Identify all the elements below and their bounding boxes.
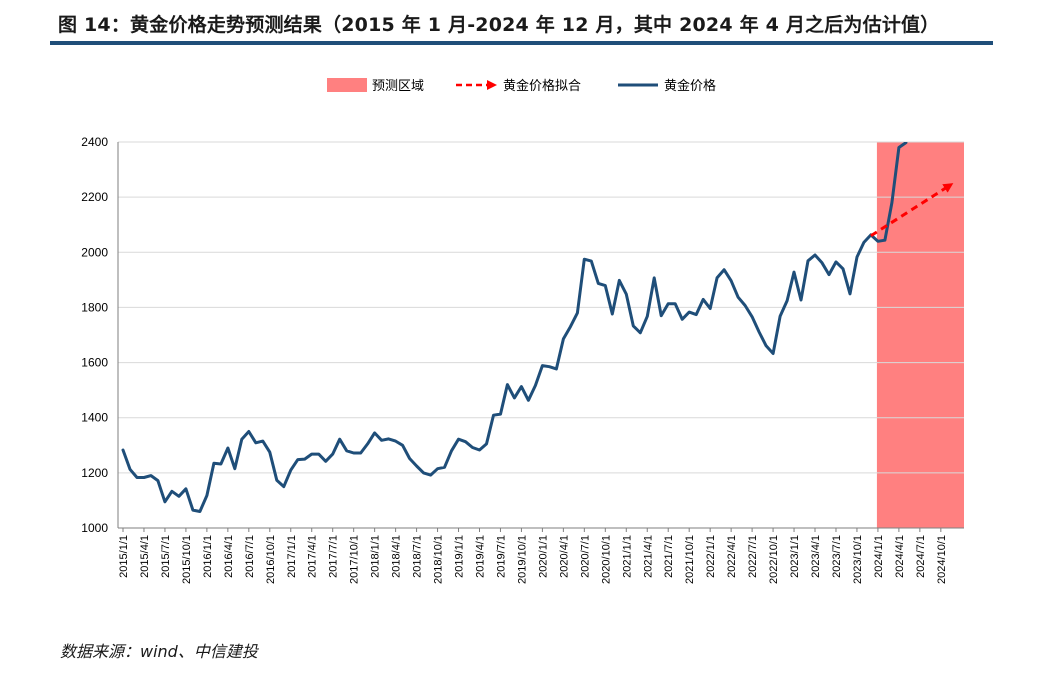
x-tick-label: 2024/10/1 [936,535,948,584]
x-tick-label: 2020/7/1 [579,535,591,578]
legend-swatch-forecast-region [327,78,367,92]
legend-label-fit-line: 黄金价格拟合 [503,78,581,94]
x-tick-label: 2021/1/1 [621,535,633,578]
x-tick-label: 2024/1/1 [873,535,885,578]
x-tick-label: 2019/7/1 [495,535,507,578]
y-tick-label: 1400 [81,411,108,425]
x-tick-label: 2015/10/1 [181,535,193,584]
x-tick-label: 2015/7/1 [160,535,172,578]
y-tick-label: 2000 [81,245,108,259]
legend-label-forecast-region: 预测区域 [372,79,424,94]
x-tick-label: 2019/10/1 [516,535,528,584]
forecast-region-layer [876,142,964,528]
x-tick-label: 2016/4/1 [223,535,235,578]
y-tick-label: 1800 [81,300,108,314]
x-tick-label: 2017/4/1 [307,535,319,578]
x-tick-label: 2022/1/1 [705,535,717,578]
x-tick-label: 2017/1/1 [286,535,298,578]
y-tick-label: 2200 [81,190,108,204]
source-note: 数据来源：wind、中信建投 [60,642,258,661]
series-line-gold-price-fit [870,183,954,238]
x-tick-label: 2021/7/1 [663,535,675,578]
y-tick-label: 2400 [81,135,108,149]
series-line-gold-price [121,142,908,513]
x-tick-label: 2022/4/1 [726,535,738,578]
x-tick-label: 2024/7/1 [915,535,927,578]
x-tick-label: 2018/4/1 [391,535,403,578]
figure-title: 图 14：黄金价格走势预测结果（2015 年 1 月-2024 年 12 月，其… [58,14,940,36]
legend-label-gold-price: 黄金价格 [664,78,716,94]
y-tick-label: 1600 [81,356,108,370]
x-tick-label: 2024/4/1 [894,535,906,578]
y-tick-label: 1000 [81,521,108,535]
x-tick-label: 2018/10/1 [433,535,445,584]
x-tick-label: 2016/1/1 [202,535,214,578]
fit-line-layer [870,183,954,238]
x-tick-label: 2023/7/1 [831,535,843,578]
forecast-region [876,142,964,528]
x-tick-label: 2022/10/1 [768,535,780,584]
x-tick-label: 2021/10/1 [684,535,696,584]
x-tick-label: 2020/10/1 [600,535,612,584]
x-tick-label: 2023/1/1 [789,535,801,578]
y-tick-labels: 1000 1200 1400 1600 1800 2000 2200 2400 [81,135,108,535]
x-tick-label: 2017/10/1 [349,535,361,584]
x-tick-label: 2019/4/1 [474,535,486,578]
x-tick-label: 2020/1/1 [537,535,549,578]
title-rule [50,41,993,45]
legend: 预测区域 黄金价格拟合 黄金价格 [327,78,716,94]
x-tick-label: 2023/4/1 [810,535,822,578]
x-tick-label: 2015/4/1 [139,535,151,578]
axes [117,142,964,532]
x-tick-label: 2020/4/1 [558,535,570,578]
x-tick-label: 2021/4/1 [642,535,654,578]
x-tick-label: 2019/1/1 [454,535,466,578]
y-tick-label: 1200 [81,466,108,480]
x-tick-label: 2016/10/1 [265,535,277,584]
x-tick-label: 2017/7/1 [328,535,340,578]
x-tick-label: 2016/7/1 [244,535,256,578]
x-tick-label: 2023/10/1 [852,535,864,584]
x-tick-label: 2015/1/1 [118,535,130,578]
x-tick-label: 2018/1/1 [370,535,382,578]
gridlines [118,141,964,474]
series-lines [121,142,908,513]
x-tick-label: 2022/7/1 [747,535,759,578]
x-tick-labels: 2015/1/1 2015/4/1 2015/7/1 2015/10/1 2016/1/… [118,535,948,584]
x-tick-label: 2018/7/1 [412,535,424,578]
